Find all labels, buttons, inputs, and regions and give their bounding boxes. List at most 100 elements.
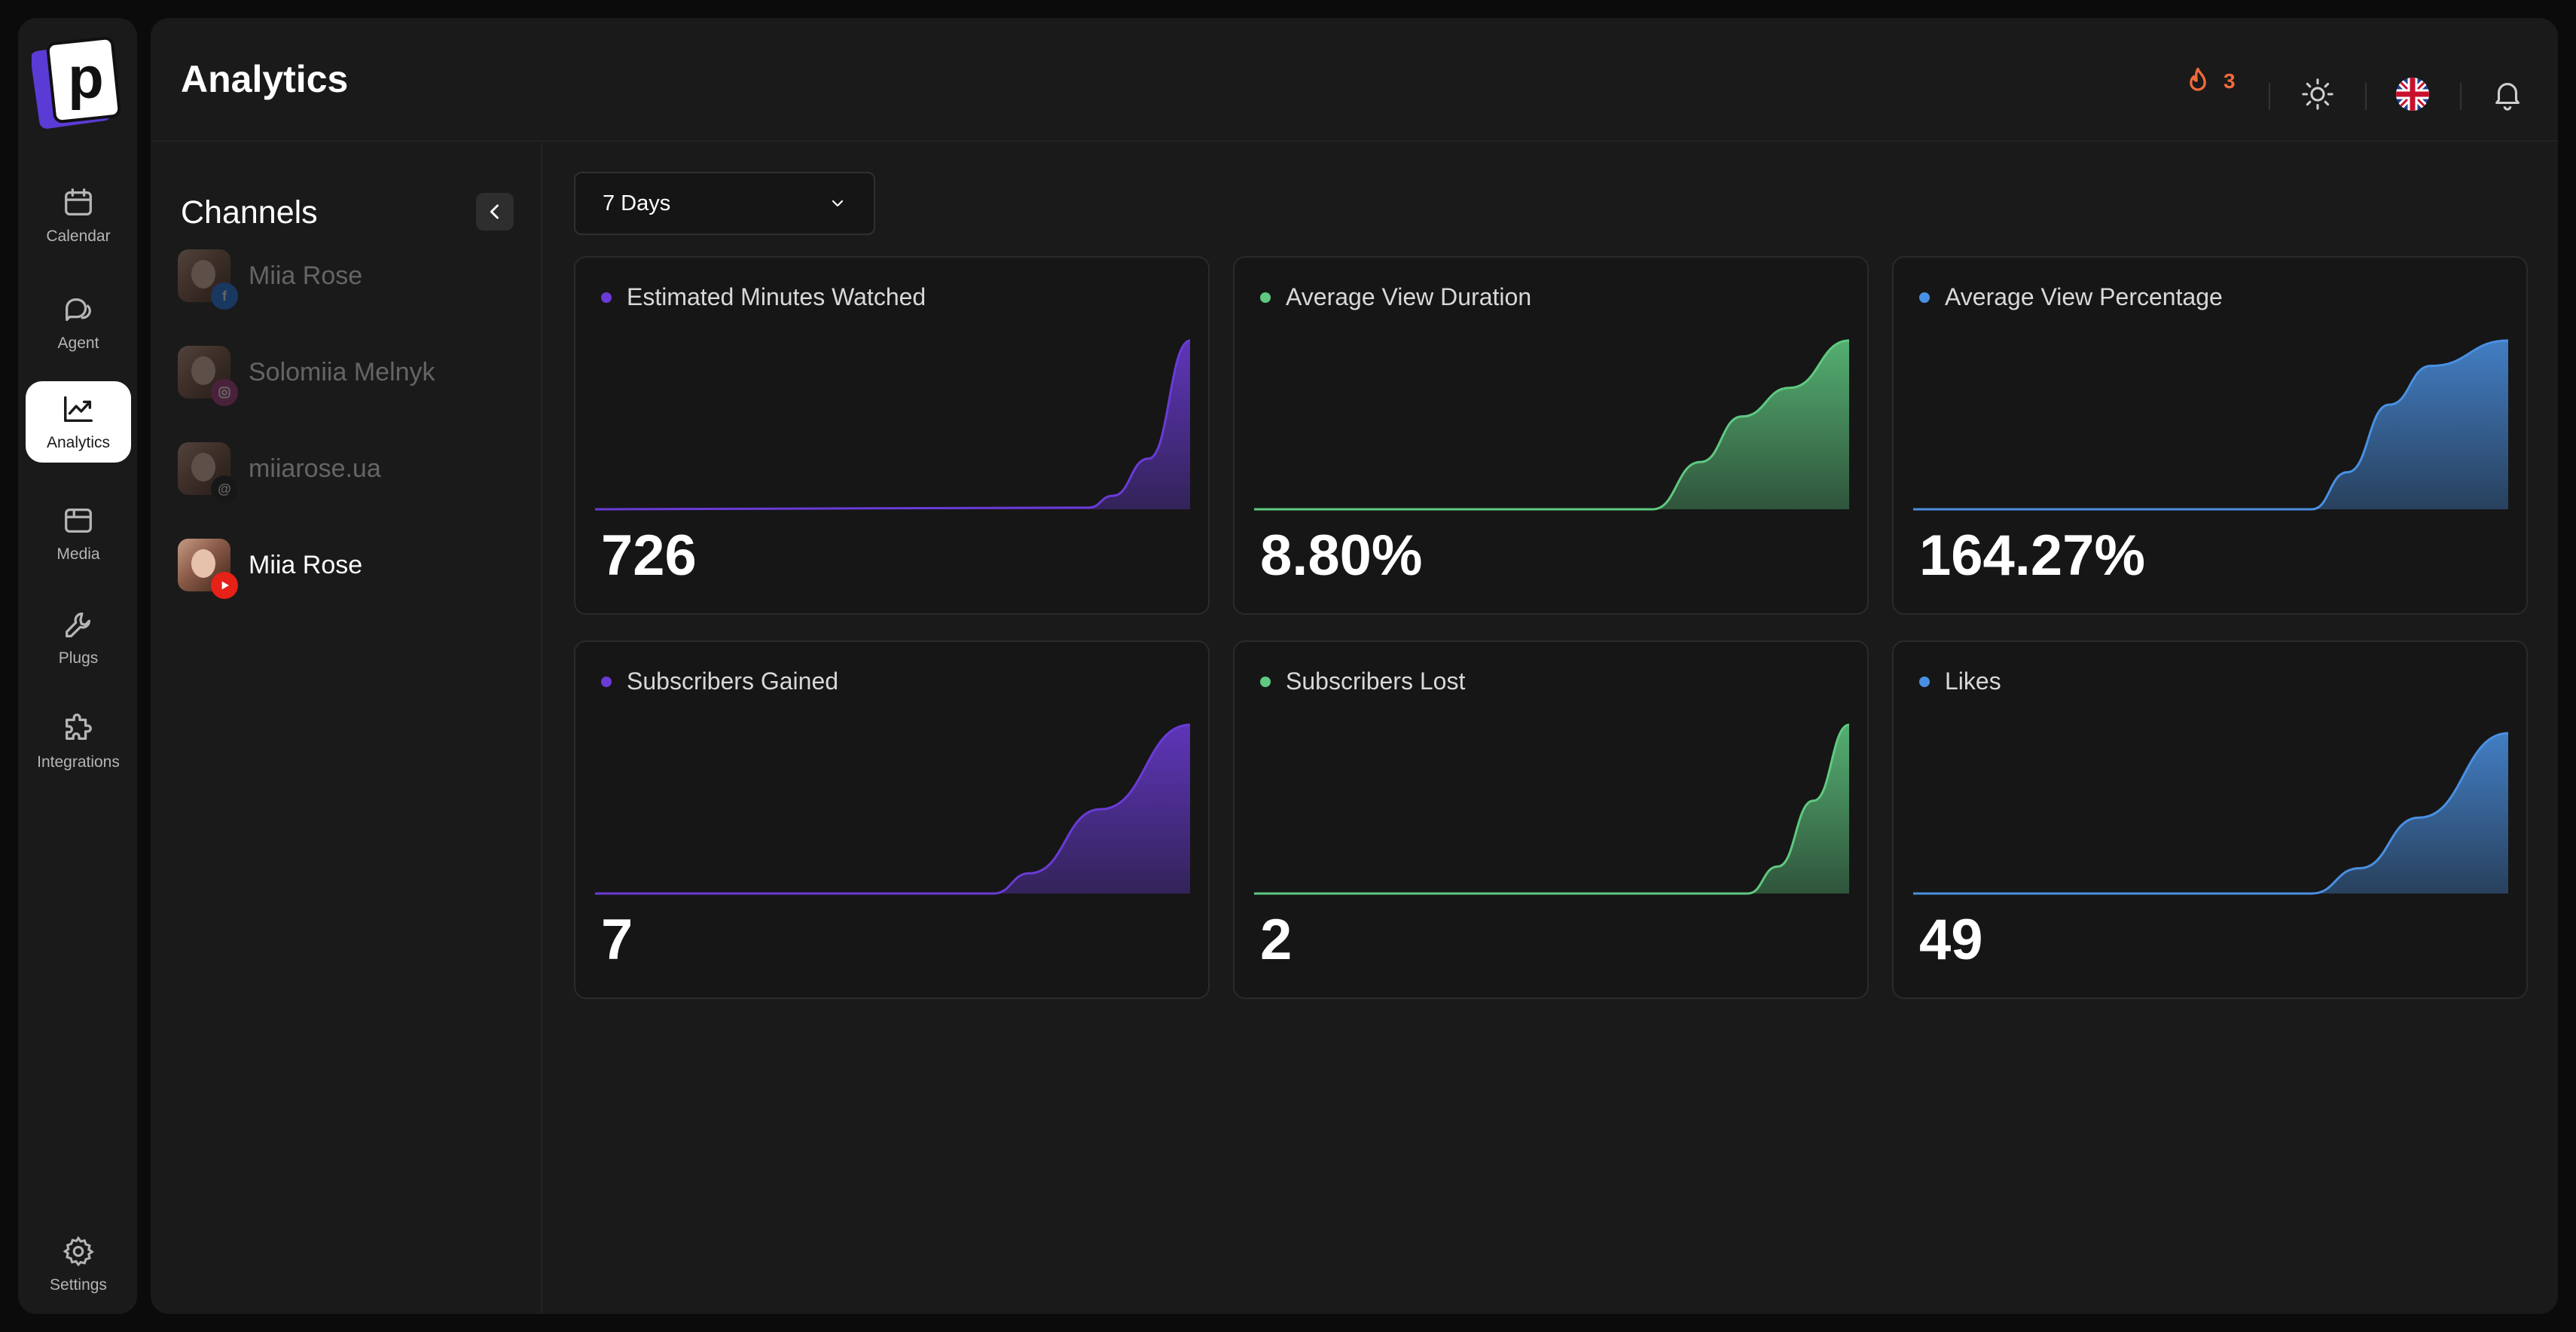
nav-item-integrations[interactable]: Integrations xyxy=(26,701,131,782)
sparkline-line xyxy=(595,339,1190,511)
metric-title: Average View Percentage xyxy=(1945,283,2223,310)
series-dot xyxy=(601,292,612,303)
divider xyxy=(2269,83,2270,110)
channel-item[interactable]: @ miiarose.ua xyxy=(178,440,509,503)
notifications-button[interactable] xyxy=(2487,74,2528,115)
sparkline-line xyxy=(1913,339,2508,511)
sparkline-line xyxy=(1254,339,1849,511)
avatar xyxy=(178,346,230,399)
collapse-channels-button[interactable] xyxy=(476,193,514,231)
nav-item-analytics[interactable]: Analytics xyxy=(26,381,131,463)
metric-card: Average View Percentage 164.27% xyxy=(1892,256,2528,615)
gear-icon xyxy=(63,1236,94,1267)
nav-rail: p Calendar Agent Analytics Media Plugs I… xyxy=(18,18,137,1314)
divider xyxy=(2365,83,2367,110)
channel-name: miiarose.ua xyxy=(249,454,381,483)
metric-title: Average View Duration xyxy=(1286,283,1532,310)
wrench-icon xyxy=(66,612,91,637)
flame-icon xyxy=(2190,67,2206,91)
sparkline-chart xyxy=(595,339,1190,511)
metric-title: Likes xyxy=(1945,668,2001,695)
series-dot xyxy=(1260,676,1271,687)
nav-label: Integrations xyxy=(37,753,120,771)
channel-item-active[interactable]: Miia Rose xyxy=(178,536,509,599)
streak-counter[interactable]: 3 xyxy=(2181,59,2236,104)
sparkline-chart xyxy=(1913,339,2508,511)
series-dot xyxy=(1260,292,1271,303)
nav-item-media[interactable]: Media xyxy=(26,493,131,574)
metric-label: Subscribers Gained xyxy=(601,668,838,695)
sparkline-line xyxy=(595,723,1190,895)
page-title: Analytics xyxy=(181,58,349,100)
nav-label: Media xyxy=(56,545,100,563)
channel-item[interactable]: f Miia Rose xyxy=(178,247,509,310)
metric-card: Likes 49 xyxy=(1892,640,2528,999)
sparkline-area xyxy=(1254,341,1849,509)
channel-name: Solomiia Melnyk xyxy=(249,357,435,386)
sparkline-chart xyxy=(1913,732,2508,895)
sparkline-area xyxy=(1913,733,2508,894)
media-icon xyxy=(65,508,92,533)
sparkline-line xyxy=(1913,732,2508,895)
nav-label: Agent xyxy=(57,335,99,352)
metric-card: Average View Duration 8.80% xyxy=(1233,256,1869,615)
sparkline-chart xyxy=(1254,339,1849,511)
metric-value: 2 xyxy=(1260,908,1293,972)
nav-item-calendar[interactable]: Calendar xyxy=(26,175,131,256)
bell-icon xyxy=(2495,83,2520,111)
calendar-icon xyxy=(65,188,92,215)
svg-text:p: p xyxy=(68,44,104,111)
sparkline-chart xyxy=(595,723,1190,895)
channel-name: Miia Rose xyxy=(249,550,363,579)
channels-title: Channels xyxy=(181,194,318,231)
nav-label: Plugs xyxy=(58,649,99,667)
main-panel: Analytics 3 xyxy=(151,18,2558,1314)
trend-chart-icon xyxy=(64,396,93,423)
channel-name: Miia Rose xyxy=(249,261,363,290)
channels-panel: Channels f Miia Rose Solomiia Melnyk @ xyxy=(151,142,542,1314)
metric-label: Average View Percentage xyxy=(1919,283,2223,311)
series-dot xyxy=(601,676,612,687)
metric-card: Estimated Minutes Watched 726 xyxy=(574,256,1210,615)
metric-title: Estimated Minutes Watched xyxy=(627,283,926,310)
sun-icon xyxy=(2302,78,2333,110)
series-dot xyxy=(1919,292,1930,303)
metric-value: 8.80% xyxy=(1260,524,1423,588)
sparkline-chart xyxy=(1254,723,1849,895)
metric-title: Subscribers Lost xyxy=(1286,668,1466,695)
nav-item-settings[interactable]: Settings xyxy=(26,1224,131,1305)
theme-toggle-button[interactable] xyxy=(2297,74,2338,115)
channel-item[interactable]: Solomiia Melnyk xyxy=(178,344,509,406)
youtube-icon xyxy=(211,572,238,599)
nav-item-agent[interactable]: Agent xyxy=(26,282,131,363)
sparkline-area xyxy=(595,725,1190,894)
metric-value: 164.27% xyxy=(1919,524,2146,588)
metric-value: 726 xyxy=(601,524,697,588)
streak-count: 3 xyxy=(2223,69,2236,93)
metric-value: 7 xyxy=(601,908,633,972)
nav-label: Settings xyxy=(50,1276,107,1294)
chevron-left-icon xyxy=(490,204,499,219)
sparkline-line xyxy=(1254,723,1849,895)
chat-icon xyxy=(66,298,91,322)
metric-label: Likes xyxy=(1919,668,2001,695)
nav-label: Analytics xyxy=(46,434,111,451)
instagram-icon xyxy=(211,379,238,406)
metric-label: Average View Duration xyxy=(1260,283,1531,311)
metric-label: Subscribers Lost xyxy=(1260,668,1465,695)
sparkline-area xyxy=(1254,725,1849,894)
series-dot xyxy=(1919,676,1930,687)
avatar xyxy=(178,249,230,302)
puzzle-icon xyxy=(66,713,92,741)
facebook-icon: f xyxy=(211,283,238,310)
language-selector[interactable] xyxy=(2392,74,2433,115)
date-range-select[interactable]: 7 Days xyxy=(574,172,875,235)
divider xyxy=(2460,83,2462,110)
avatar xyxy=(178,442,230,495)
metric-title: Subscribers Gained xyxy=(627,668,839,695)
metric-card: Subscribers Lost 2 xyxy=(1233,640,1869,999)
logo[interactable]: p xyxy=(30,35,122,139)
threads-icon: @ xyxy=(211,475,238,503)
metric-card: Subscribers Gained 7 xyxy=(574,640,1210,999)
nav-item-plugs[interactable]: Plugs xyxy=(26,597,131,678)
